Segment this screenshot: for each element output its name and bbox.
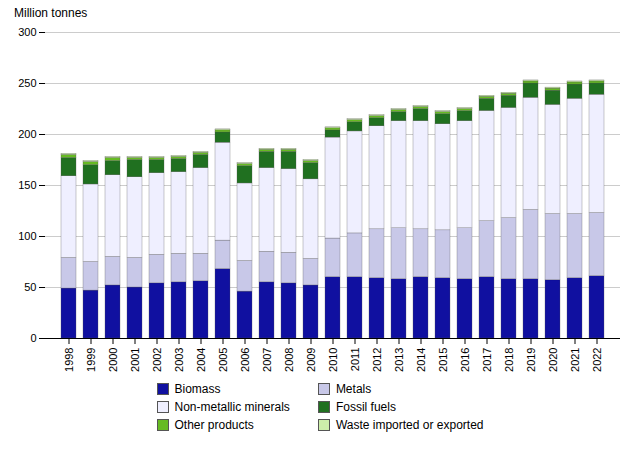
- svg-text:250: 250: [18, 77, 36, 89]
- html-text:Fossil fuels: Fossil fuels: [335, 400, 396, 414]
- svg-text:2009: 2009: [305, 348, 317, 372]
- svg-text:2022: 2022: [591, 348, 603, 372]
- svg-text:2014: 2014: [415, 348, 427, 372]
- svg-text:2011: 2011: [349, 348, 361, 372]
- svg-text:300: 300: [18, 26, 36, 38]
- svg-text:2007: 2007: [261, 348, 273, 372]
- svg-text:0: 0: [30, 332, 36, 344]
- svg-text:100: 100: [18, 230, 36, 242]
- html-text:Million tonnes: Million tonnes: [14, 6, 88, 20]
- html-text:Metals: Metals: [335, 382, 372, 396]
- svg-text:2003: 2003: [173, 348, 185, 372]
- svg-text:2019: 2019: [525, 348, 537, 372]
- svg-text:2008: 2008: [283, 348, 295, 372]
- html-text:Other products: Other products: [174, 418, 254, 432]
- svg-text:2013: 2013: [393, 348, 405, 372]
- svg-text:2002: 2002: [151, 348, 163, 372]
- svg-text:2001: 2001: [129, 348, 141, 372]
- svg-text:2021: 2021: [569, 348, 581, 372]
- svg-text:200: 200: [18, 128, 36, 140]
- svg-text:2004: 2004: [195, 348, 207, 372]
- svg-text:2015: 2015: [437, 348, 449, 372]
- svg-text:2006: 2006: [239, 348, 251, 372]
- svg-text:1999: 1999: [85, 348, 97, 372]
- svg-text:2017: 2017: [481, 348, 493, 372]
- html-text:Non-metallic minerals: Non-metallic minerals: [174, 400, 290, 414]
- svg-text:50: 50: [24, 281, 36, 293]
- svg-text:2016: 2016: [459, 348, 471, 372]
- svg-text:2020: 2020: [547, 348, 559, 372]
- svg-text:2000: 2000: [107, 348, 119, 372]
- html-text:Waste imported or exported: Waste imported or exported: [335, 418, 484, 432]
- svg-text:2018: 2018: [503, 348, 515, 372]
- svg-text:2010: 2010: [327, 348, 339, 372]
- html-text:Biomass: Biomass: [174, 382, 221, 396]
- svg-text:1998: 1998: [63, 348, 75, 372]
- svg-text:2012: 2012: [371, 348, 383, 372]
- svg-text:150: 150: [18, 179, 36, 191]
- svg-text:2005: 2005: [217, 348, 229, 372]
